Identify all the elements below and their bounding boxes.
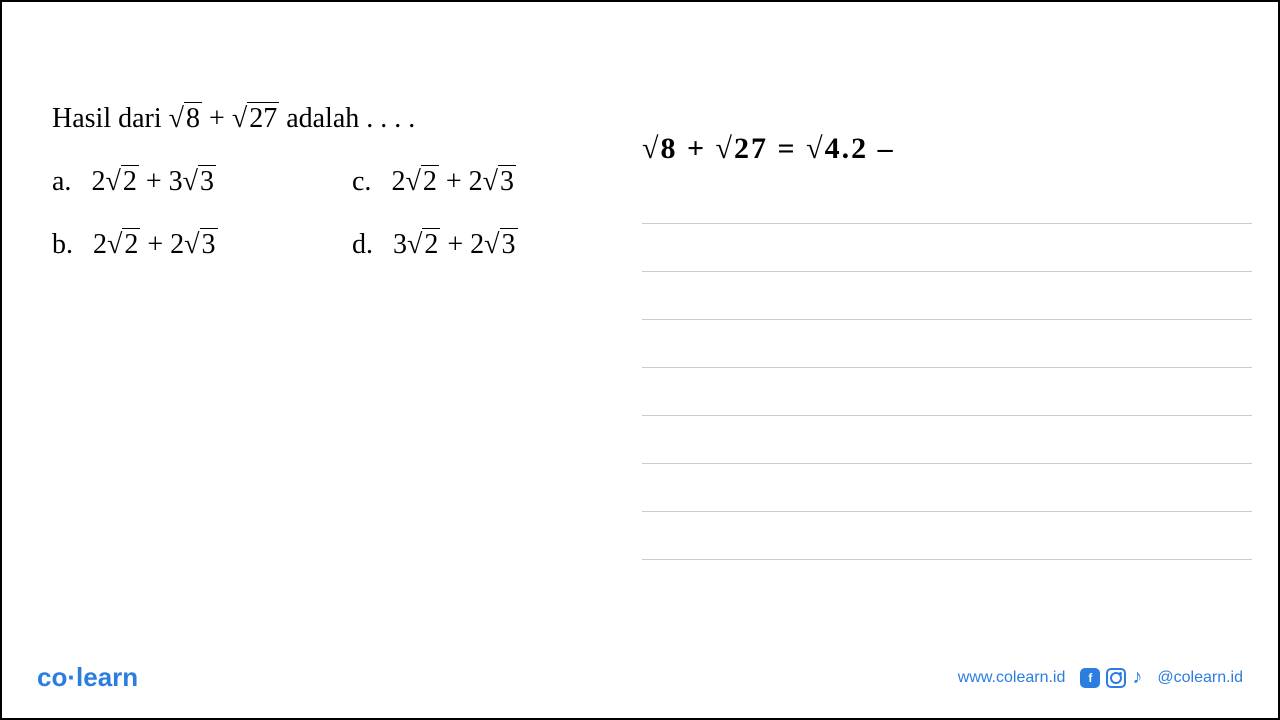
footer: co·learn www.colearn.id f ♪ @colearn.id (2, 662, 1278, 693)
options-grid: a. 22 + 33 c. 22 + 23 b. 22 + 23 d. 32 +… (52, 165, 632, 261)
question-text: Hasil dari 8 + 27 adalah . . . . (52, 102, 632, 135)
ruled-line (642, 416, 1252, 464)
ruled-line (642, 368, 1252, 416)
tiktok-icon: ♪ (1132, 666, 1142, 689)
option-a-label: a. (52, 166, 71, 198)
ruled-line (642, 464, 1252, 512)
handwritten-work: √8 + √27 = √4.2 – (642, 132, 1252, 166)
brand-logo: co·learn (37, 662, 138, 693)
ruled-line (642, 320, 1252, 368)
option-c-expr: 22 + 23 (391, 165, 516, 198)
option-b-expr: 22 + 23 (93, 228, 218, 261)
ruled-line (642, 512, 1252, 560)
footer-handle: @colearn.id (1157, 669, 1243, 687)
footer-url: www.colearn.id (958, 669, 1066, 687)
question-suffix: adalah . . . . (279, 103, 415, 134)
facebook-icon: f (1080, 668, 1100, 688)
sqrt-icon: 3 (484, 228, 517, 261)
option-c-label: c. (352, 166, 371, 198)
question-panel: Hasil dari 8 + 27 adalah . . . . a. 22 +… (52, 102, 632, 261)
sqrt-icon: 2 (407, 228, 440, 261)
sqrt-8: 8 (169, 102, 202, 135)
sqrt-icon: 2 (105, 165, 138, 198)
option-d-label: d. (352, 229, 373, 261)
sqrt-27: 27 (232, 102, 279, 135)
sqrt-icon: 3 (483, 165, 516, 198)
sqrt-icon: 3 (184, 228, 217, 261)
work-area: √8 + √27 = √4.2 – (642, 132, 1252, 560)
sqrt-icon: 2 (405, 165, 438, 198)
option-c: c. 22 + 23 (352, 165, 632, 198)
option-b: b. 22 + 23 (52, 228, 332, 261)
logo-learn: learn (76, 662, 138, 692)
logo-co: co (37, 662, 67, 692)
plus-sign: + (202, 103, 232, 134)
social-icons: f ♪ (1080, 666, 1142, 689)
option-a-expr: 22 + 33 (91, 165, 216, 198)
logo-dot: · (67, 662, 76, 692)
option-d: d. 32 + 23 (352, 228, 632, 261)
option-d-expr: 32 + 23 (393, 228, 518, 261)
sqrt-icon: 3 (183, 165, 216, 198)
ruled-line (642, 176, 1252, 224)
ruled-line (642, 272, 1252, 320)
ruled-line (642, 224, 1252, 272)
option-a: a. 22 + 33 (52, 165, 332, 198)
question-prefix: Hasil dari (52, 103, 169, 134)
instagram-icon (1106, 668, 1126, 688)
sqrt-icon: 2 (107, 228, 140, 261)
footer-right: www.colearn.id f ♪ @colearn.id (958, 666, 1243, 689)
option-b-label: b. (52, 229, 73, 261)
